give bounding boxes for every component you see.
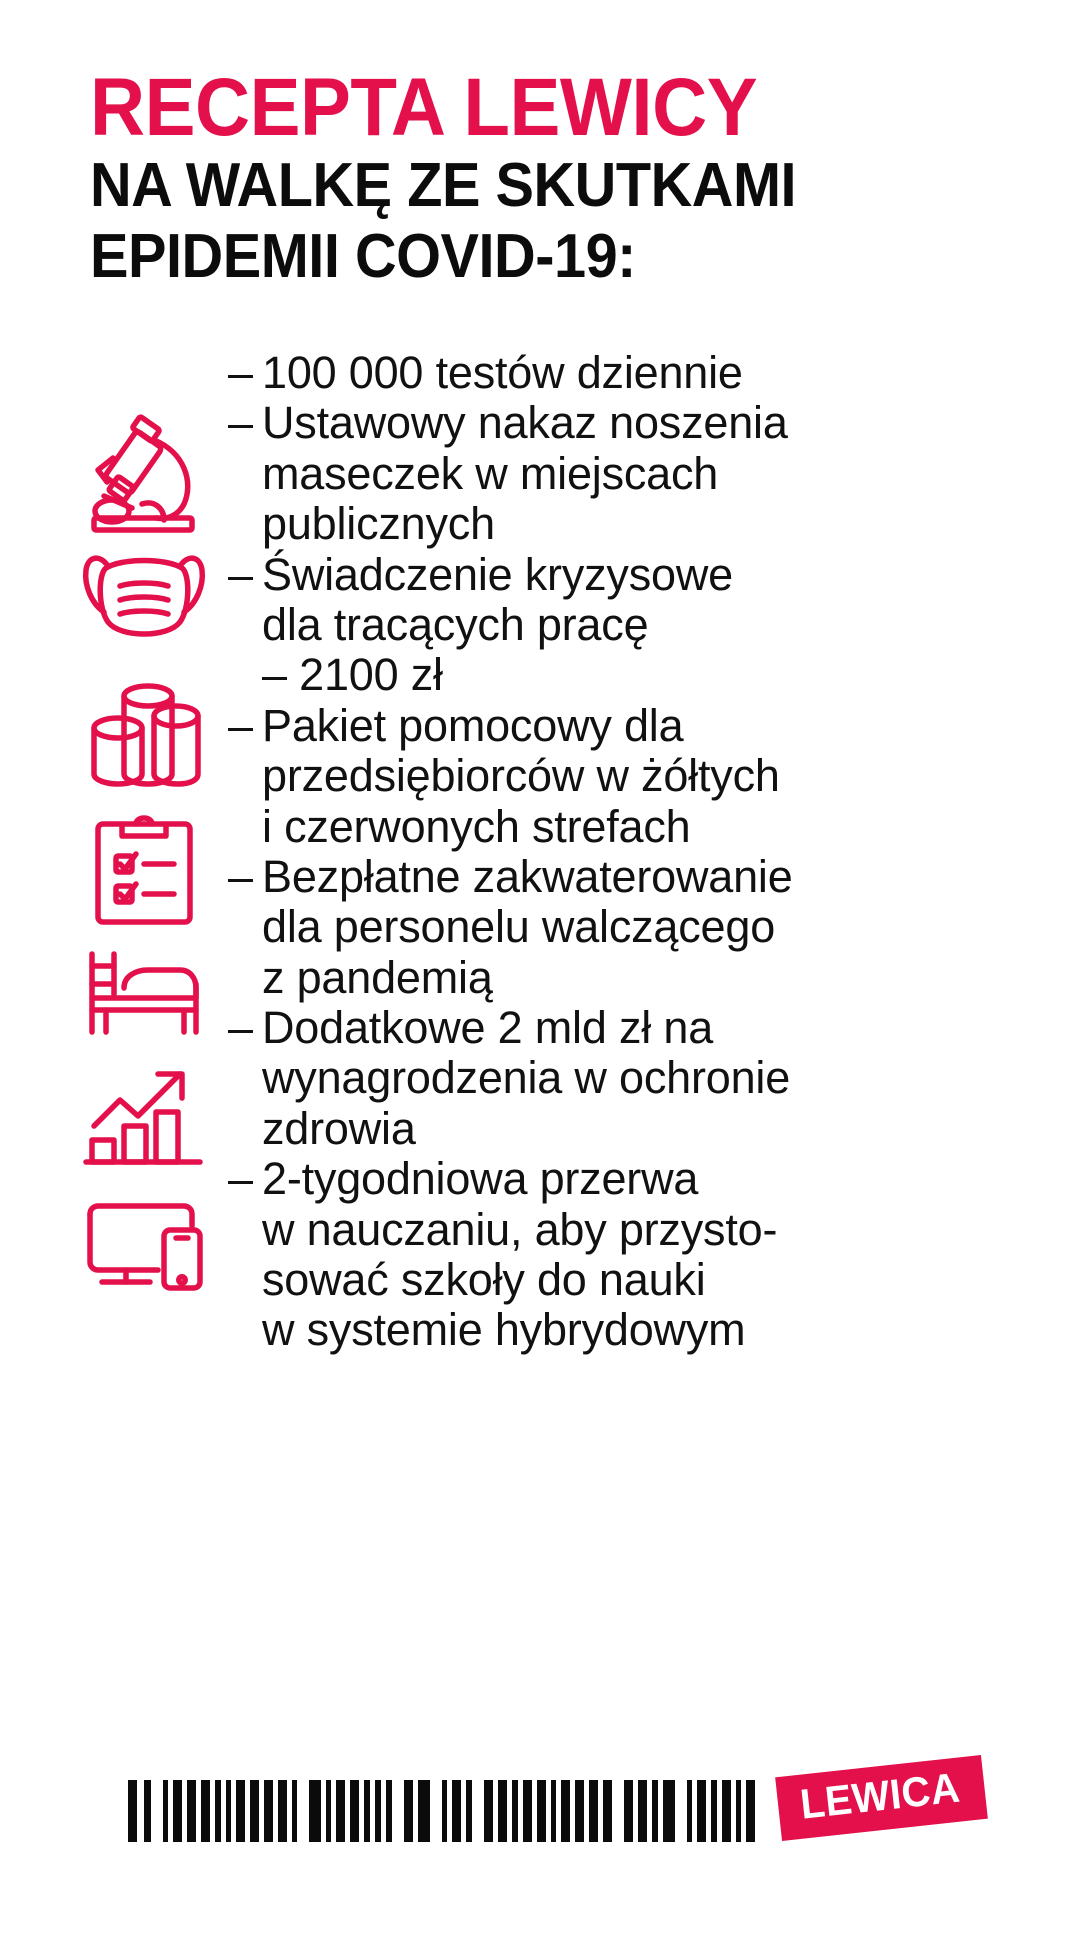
- lewica-logo: LEWICA: [775, 1755, 988, 1841]
- list-bullet: –: [228, 347, 253, 398]
- list-bullet: –: [228, 1153, 253, 1205]
- list-item-label: Bezpłatne zakwaterowanie dla personelu w…: [262, 850, 793, 1003]
- list-item: – Świadczenie kryzysowe dla tracących pr…: [228, 548, 1028, 701]
- title-line-secondary: NA WALKĘ ZE SKUTKAMI: [90, 151, 797, 221]
- list-bullet: –: [228, 397, 253, 449]
- list-bullet: –: [228, 1002, 253, 1054]
- lewica-logo-text: LEWICA: [798, 1763, 963, 1828]
- list-item: – Ustawowy nakaz noszenia maseczek w mie…: [228, 397, 1028, 550]
- barcode-graphic: [128, 1780, 760, 1842]
- footer: LEWICA: [0, 1755, 1080, 1890]
- measures-list: – 100 000 testów dziennie – Ustawowy nak…: [228, 347, 1028, 1356]
- list-bullet: –: [228, 699, 253, 751]
- title-line-primary: RECEPTA LEWICY: [90, 62, 758, 153]
- list-bullet: –: [228, 548, 253, 600]
- list-item: – Dodatkowe 2 mld zł na wynagrodzenia w …: [228, 1002, 1028, 1154]
- list-item-label: Świadczenie kryzysowe dla tracących prac…: [262, 548, 733, 701]
- list-item-label: 2-tygodniowa przerwa w nauczaniu, aby pr…: [262, 1153, 778, 1356]
- list-item-label: 100 000 testów dziennie: [262, 347, 743, 398]
- list-item-label: Dodatkowe 2 mld zł na wynagrodzenia w oc…: [262, 1002, 791, 1154]
- list-item: – Bezpłatne zakwaterowanie dla personelu…: [228, 850, 1028, 1003]
- list-item: – 2-tygodniowa przerwa w nauczaniu, aby …: [228, 1153, 1028, 1356]
- list-bullet: –: [228, 850, 253, 902]
- list-item-label: Pakiet pomocowy dla przedsiębiorców w żó…: [262, 699, 780, 852]
- title-line-tertiary: EPIDEMII COVID-19:: [90, 222, 636, 292]
- list-item-label: Ustawowy nakaz noszenia maseczek w miejs…: [262, 397, 788, 550]
- list-item: – 100 000 testów dziennie: [228, 347, 1028, 398]
- list-item: – Pakiet pomocowy dla przedsiębiorców w …: [228, 699, 1028, 852]
- page-title: RECEPTA LEWICY NA WALKĘ ZE SKUTKAMI EPID…: [90, 62, 1000, 292]
